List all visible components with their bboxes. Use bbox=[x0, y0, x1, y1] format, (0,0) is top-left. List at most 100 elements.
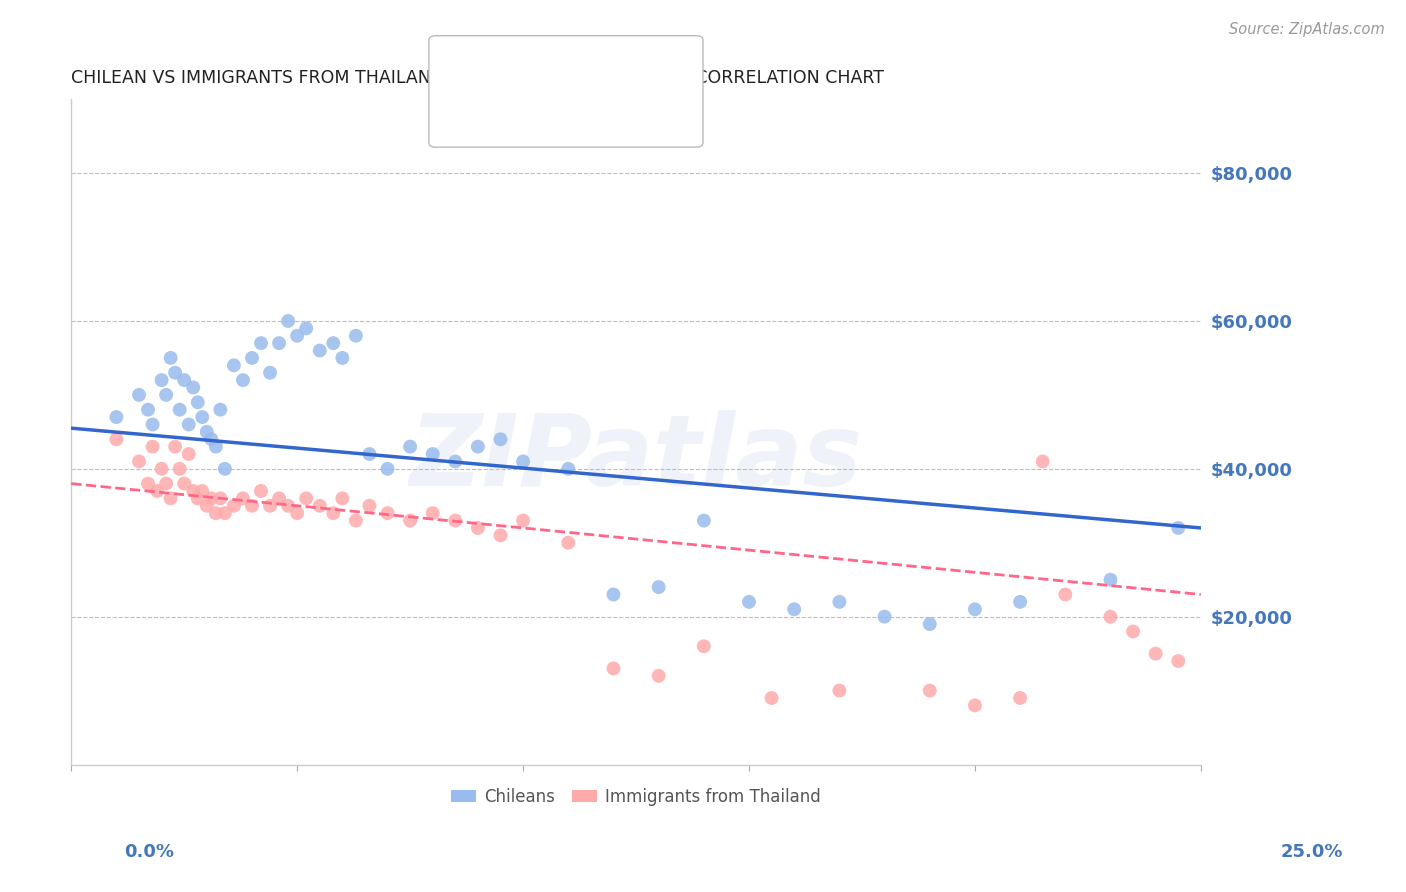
Point bbox=[602, 661, 624, 675]
Point bbox=[200, 491, 222, 506]
Point bbox=[222, 359, 245, 373]
Point bbox=[828, 683, 851, 698]
Point bbox=[105, 432, 128, 446]
Legend: Chileans, Immigrants from Thailand: Chileans, Immigrants from Thailand bbox=[444, 781, 828, 813]
Point bbox=[647, 580, 669, 594]
Point bbox=[259, 499, 281, 513]
Point bbox=[467, 521, 489, 535]
Point bbox=[963, 602, 986, 616]
Text: N =: N = bbox=[585, 98, 640, 116]
Point bbox=[214, 506, 236, 520]
Point bbox=[557, 462, 579, 476]
Point bbox=[422, 506, 444, 520]
Point bbox=[159, 351, 181, 365]
Point bbox=[918, 617, 941, 632]
Point bbox=[295, 321, 318, 335]
Point bbox=[205, 440, 228, 454]
Point bbox=[828, 595, 851, 609]
Point bbox=[200, 432, 222, 446]
Point bbox=[377, 462, 399, 476]
Point bbox=[1054, 587, 1077, 601]
Point bbox=[359, 447, 381, 461]
Point bbox=[169, 402, 191, 417]
Point bbox=[150, 373, 173, 387]
Point bbox=[761, 690, 783, 705]
Point bbox=[155, 476, 177, 491]
Text: N =: N = bbox=[585, 62, 640, 80]
Text: CHILEAN VS IMMIGRANTS FROM THAILAND MEDIAN FEMALE EARNINGS CORRELATION CHART: CHILEAN VS IMMIGRANTS FROM THAILAND MEDI… bbox=[72, 69, 884, 87]
Text: Source: ZipAtlas.com: Source: ZipAtlas.com bbox=[1229, 22, 1385, 37]
Text: -0.335: -0.335 bbox=[529, 62, 591, 80]
Text: -0.305: -0.305 bbox=[529, 98, 591, 116]
Text: ■: ■ bbox=[447, 62, 465, 81]
Point bbox=[467, 440, 489, 454]
Point bbox=[232, 373, 254, 387]
Point bbox=[647, 669, 669, 683]
Point bbox=[173, 373, 195, 387]
Point bbox=[489, 432, 512, 446]
Point bbox=[873, 609, 896, 624]
Text: 53: 53 bbox=[651, 62, 675, 80]
Point bbox=[150, 462, 173, 476]
Text: R =: R = bbox=[478, 98, 516, 116]
Point bbox=[285, 506, 308, 520]
Point bbox=[105, 410, 128, 425]
Point bbox=[512, 454, 534, 468]
Point bbox=[693, 514, 716, 528]
Point bbox=[205, 506, 228, 520]
Text: R =: R = bbox=[478, 62, 516, 80]
Point bbox=[602, 587, 624, 601]
Point bbox=[191, 410, 214, 425]
Point bbox=[240, 499, 263, 513]
Point bbox=[128, 388, 150, 402]
Point bbox=[277, 314, 299, 328]
Point bbox=[187, 395, 209, 409]
Point bbox=[330, 351, 353, 365]
Point bbox=[308, 343, 330, 358]
Point bbox=[344, 328, 367, 343]
Point bbox=[232, 491, 254, 506]
Point bbox=[142, 417, 165, 432]
Point bbox=[1010, 595, 1032, 609]
Point bbox=[344, 514, 367, 528]
Point bbox=[444, 514, 467, 528]
Text: ZIPatlas: ZIPatlas bbox=[409, 410, 863, 507]
Text: 0.0%: 0.0% bbox=[124, 843, 174, 861]
Point bbox=[209, 491, 232, 506]
Point bbox=[277, 499, 299, 513]
Point bbox=[222, 499, 245, 513]
Text: 56: 56 bbox=[651, 98, 675, 116]
Point bbox=[1144, 647, 1167, 661]
Point bbox=[136, 476, 159, 491]
Point bbox=[444, 454, 467, 468]
Point bbox=[399, 514, 422, 528]
Point bbox=[165, 440, 187, 454]
Point bbox=[399, 440, 422, 454]
Point bbox=[295, 491, 318, 506]
Point bbox=[146, 483, 169, 498]
Point bbox=[285, 328, 308, 343]
Point bbox=[136, 402, 159, 417]
Point bbox=[1099, 573, 1122, 587]
Point bbox=[557, 535, 579, 549]
Point bbox=[783, 602, 806, 616]
Point bbox=[177, 417, 200, 432]
Point bbox=[308, 499, 330, 513]
Point bbox=[214, 462, 236, 476]
Point bbox=[330, 491, 353, 506]
Point bbox=[259, 366, 281, 380]
Point bbox=[1167, 521, 1189, 535]
Point bbox=[195, 425, 218, 439]
Point bbox=[181, 483, 204, 498]
Point bbox=[489, 528, 512, 542]
Point bbox=[1167, 654, 1189, 668]
Point bbox=[359, 499, 381, 513]
Point bbox=[1032, 454, 1054, 468]
Point bbox=[963, 698, 986, 713]
Point bbox=[1122, 624, 1144, 639]
Point bbox=[191, 483, 214, 498]
Point bbox=[322, 506, 344, 520]
Point bbox=[173, 476, 195, 491]
Point bbox=[693, 639, 716, 653]
Point bbox=[187, 491, 209, 506]
